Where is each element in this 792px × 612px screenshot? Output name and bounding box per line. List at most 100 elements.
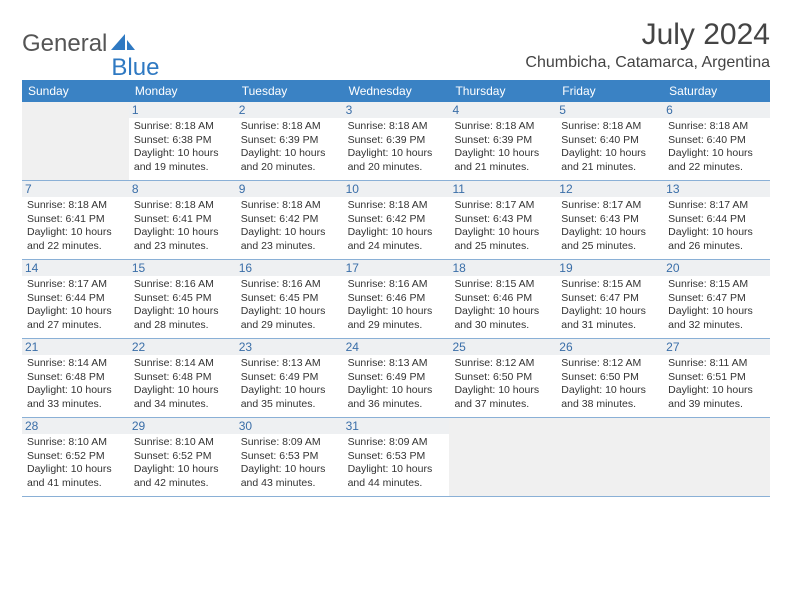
day-sunrise: Sunrise: 8:11 AM bbox=[668, 357, 765, 371]
day-cell: 7Sunrise: 8:18 AMSunset: 6:41 PMDaylight… bbox=[22, 181, 129, 259]
day-sunrise: Sunrise: 8:13 AM bbox=[241, 357, 338, 371]
day-daylight2: and 32 minutes. bbox=[668, 319, 765, 333]
day-daylight1: Daylight: 10 hours bbox=[454, 384, 551, 398]
day-daylight1: Daylight: 10 hours bbox=[348, 226, 445, 240]
day-number: 22 bbox=[129, 339, 236, 355]
day-sunrise: Sunrise: 8:10 AM bbox=[27, 436, 124, 450]
day-daylight2: and 25 minutes. bbox=[454, 240, 551, 254]
day-daylight1: Daylight: 10 hours bbox=[668, 305, 765, 319]
weekday-header: Monday bbox=[129, 80, 236, 102]
day-daylight1: Daylight: 10 hours bbox=[134, 384, 231, 398]
day-number: 8 bbox=[129, 181, 236, 197]
day-sunrise: Sunrise: 8:14 AM bbox=[134, 357, 231, 371]
day-daylight2: and 36 minutes. bbox=[348, 398, 445, 412]
day-sunrise: Sunrise: 8:18 AM bbox=[348, 120, 445, 134]
day-daylight2: and 29 minutes. bbox=[241, 319, 338, 333]
day-sunset: Sunset: 6:50 PM bbox=[561, 371, 658, 385]
day-daylight1: Daylight: 10 hours bbox=[454, 147, 551, 161]
day-cell: 23Sunrise: 8:13 AMSunset: 6:49 PMDayligh… bbox=[236, 339, 343, 417]
day-sunrise: Sunrise: 8:16 AM bbox=[241, 278, 338, 292]
day-daylight2: and 20 minutes. bbox=[241, 161, 338, 175]
day-daylight1: Daylight: 10 hours bbox=[134, 147, 231, 161]
day-sunset: Sunset: 6:43 PM bbox=[561, 213, 658, 227]
day-number: 1 bbox=[129, 102, 236, 118]
day-sunrise: Sunrise: 8:18 AM bbox=[241, 199, 338, 213]
day-sunset: Sunset: 6:52 PM bbox=[134, 450, 231, 464]
day-sunset: Sunset: 6:42 PM bbox=[241, 213, 338, 227]
day-cell: 14Sunrise: 8:17 AMSunset: 6:44 PMDayligh… bbox=[22, 260, 129, 338]
day-daylight2: and 22 minutes. bbox=[668, 161, 765, 175]
day-cell: 30Sunrise: 8:09 AMSunset: 6:53 PMDayligh… bbox=[236, 418, 343, 496]
day-sunset: Sunset: 6:40 PM bbox=[561, 134, 658, 148]
day-number: 20 bbox=[663, 260, 770, 276]
day-number: 16 bbox=[236, 260, 343, 276]
day-cell: 26Sunrise: 8:12 AMSunset: 6:50 PMDayligh… bbox=[556, 339, 663, 417]
day-number: 18 bbox=[449, 260, 556, 276]
brand-text-blue: Blue bbox=[111, 54, 159, 82]
day-sunset: Sunset: 6:45 PM bbox=[134, 292, 231, 306]
day-daylight1: Daylight: 10 hours bbox=[348, 384, 445, 398]
day-cell: 15Sunrise: 8:16 AMSunset: 6:45 PMDayligh… bbox=[129, 260, 236, 338]
location-text: Chumbicha, Catamarca, Argentina bbox=[525, 54, 770, 72]
day-daylight1: Daylight: 10 hours bbox=[241, 463, 338, 477]
day-sunrise: Sunrise: 8:18 AM bbox=[348, 199, 445, 213]
day-sunset: Sunset: 6:39 PM bbox=[454, 134, 551, 148]
day-daylight2: and 37 minutes. bbox=[454, 398, 551, 412]
day-daylight1: Daylight: 10 hours bbox=[134, 463, 231, 477]
day-sunrise: Sunrise: 8:13 AM bbox=[348, 357, 445, 371]
week-row: 7Sunrise: 8:18 AMSunset: 6:41 PMDaylight… bbox=[22, 181, 770, 260]
day-daylight2: and 35 minutes. bbox=[241, 398, 338, 412]
day-number: 5 bbox=[556, 102, 663, 118]
day-cell: 13Sunrise: 8:17 AMSunset: 6:44 PMDayligh… bbox=[663, 181, 770, 259]
day-daylight2: and 23 minutes. bbox=[241, 240, 338, 254]
day-number: 19 bbox=[556, 260, 663, 276]
day-cell: 8Sunrise: 8:18 AMSunset: 6:41 PMDaylight… bbox=[129, 181, 236, 259]
day-sunset: Sunset: 6:47 PM bbox=[668, 292, 765, 306]
day-cell: 29Sunrise: 8:10 AMSunset: 6:52 PMDayligh… bbox=[129, 418, 236, 496]
day-sunset: Sunset: 6:48 PM bbox=[134, 371, 231, 385]
weekday-header: Sunday bbox=[22, 80, 129, 102]
day-number: 23 bbox=[236, 339, 343, 355]
day-cell: 21Sunrise: 8:14 AMSunset: 6:48 PMDayligh… bbox=[22, 339, 129, 417]
day-cell-blank bbox=[663, 418, 770, 496]
day-number: 30 bbox=[236, 418, 343, 434]
day-daylight2: and 21 minutes. bbox=[561, 161, 658, 175]
day-sunrise: Sunrise: 8:17 AM bbox=[561, 199, 658, 213]
day-number: 3 bbox=[343, 102, 450, 118]
day-number: 31 bbox=[343, 418, 450, 434]
day-sunset: Sunset: 6:44 PM bbox=[668, 213, 765, 227]
day-sunset: Sunset: 6:43 PM bbox=[454, 213, 551, 227]
brand-text-general: General bbox=[22, 30, 107, 58]
day-sunrise: Sunrise: 8:17 AM bbox=[454, 199, 551, 213]
calendar-grid: SundayMondayTuesdayWednesdayThursdayFrid… bbox=[22, 80, 770, 497]
day-cell: 17Sunrise: 8:16 AMSunset: 6:46 PMDayligh… bbox=[343, 260, 450, 338]
day-sunset: Sunset: 6:44 PM bbox=[27, 292, 124, 306]
day-sunset: Sunset: 6:45 PM bbox=[241, 292, 338, 306]
day-daylight2: and 26 minutes. bbox=[668, 240, 765, 254]
day-number: 28 bbox=[22, 418, 129, 434]
day-sunset: Sunset: 6:39 PM bbox=[348, 134, 445, 148]
day-cell: 24Sunrise: 8:13 AMSunset: 6:49 PMDayligh… bbox=[343, 339, 450, 417]
weekday-header: Tuesday bbox=[236, 80, 343, 102]
day-daylight1: Daylight: 10 hours bbox=[668, 226, 765, 240]
day-sunrise: Sunrise: 8:18 AM bbox=[134, 120, 231, 134]
day-sunrise: Sunrise: 8:18 AM bbox=[27, 199, 124, 213]
day-cell-blank bbox=[556, 418, 663, 496]
weekday-header: Friday bbox=[556, 80, 663, 102]
day-sunset: Sunset: 6:49 PM bbox=[348, 371, 445, 385]
day-sunrise: Sunrise: 8:18 AM bbox=[134, 199, 231, 213]
day-daylight2: and 39 minutes. bbox=[668, 398, 765, 412]
day-sunset: Sunset: 6:46 PM bbox=[454, 292, 551, 306]
day-sunrise: Sunrise: 8:15 AM bbox=[561, 278, 658, 292]
week-row: 28Sunrise: 8:10 AMSunset: 6:52 PMDayligh… bbox=[22, 418, 770, 497]
day-sunrise: Sunrise: 8:18 AM bbox=[561, 120, 658, 134]
day-daylight2: and 43 minutes. bbox=[241, 477, 338, 491]
day-daylight1: Daylight: 10 hours bbox=[348, 147, 445, 161]
day-sunrise: Sunrise: 8:17 AM bbox=[668, 199, 765, 213]
day-daylight2: and 22 minutes. bbox=[27, 240, 124, 254]
day-number: 9 bbox=[236, 181, 343, 197]
day-daylight1: Daylight: 10 hours bbox=[561, 226, 658, 240]
day-daylight1: Daylight: 10 hours bbox=[241, 147, 338, 161]
day-sunrise: Sunrise: 8:17 AM bbox=[27, 278, 124, 292]
day-sunset: Sunset: 6:39 PM bbox=[241, 134, 338, 148]
